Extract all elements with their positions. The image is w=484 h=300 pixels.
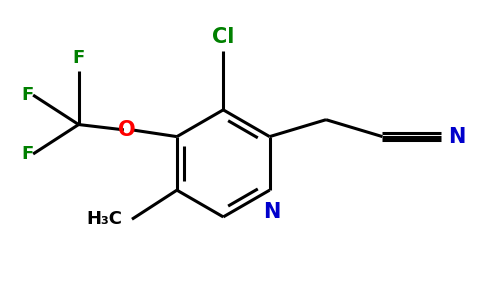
Text: N: N (448, 127, 465, 147)
Text: O: O (118, 120, 136, 140)
Text: F: F (73, 49, 85, 67)
Text: F: F (22, 86, 34, 104)
Text: H₃C: H₃C (86, 210, 122, 228)
Text: Cl: Cl (212, 27, 234, 47)
Text: F: F (22, 145, 34, 163)
Text: N: N (264, 202, 281, 222)
